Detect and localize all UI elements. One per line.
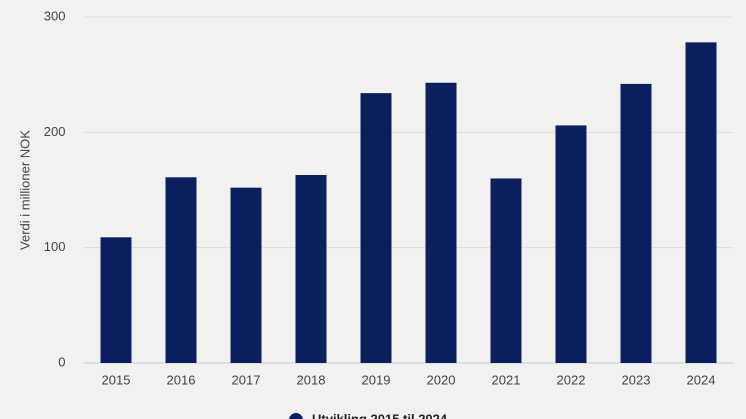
bar <box>100 237 132 363</box>
x-tick-label: 2024 <box>687 372 716 387</box>
x-tick-label: 2016 <box>167 372 196 387</box>
bar <box>685 42 717 364</box>
y-tick-label: 200 <box>44 124 66 139</box>
x-tick-label: 2022 <box>557 372 586 387</box>
x-tick-label: 2015 <box>102 372 131 387</box>
x-tick-label: 2017 <box>232 372 261 387</box>
y-tick-label: 300 <box>44 8 66 23</box>
legend-label: Utvikling 2015 til 2024 <box>312 411 448 419</box>
bar <box>425 82 457 364</box>
y-axis-label: Verdi i millioner NOK <box>17 130 32 250</box>
x-tick-label: 2018 <box>297 372 326 387</box>
y-tick-label: 100 <box>44 239 66 254</box>
bar <box>295 175 327 363</box>
y-tick-label: 0 <box>58 354 65 369</box>
bar <box>555 125 587 363</box>
bar <box>620 83 652 363</box>
bar <box>490 178 522 363</box>
bar <box>230 187 262 363</box>
bar <box>360 93 392 364</box>
x-tick-label: 2019 <box>362 372 391 387</box>
bar <box>165 177 197 363</box>
x-tick-label: 2023 <box>622 372 651 387</box>
x-tick-label: 2020 <box>427 372 456 387</box>
x-tick-label: 2021 <box>492 372 521 387</box>
legend-marker <box>289 413 303 419</box>
